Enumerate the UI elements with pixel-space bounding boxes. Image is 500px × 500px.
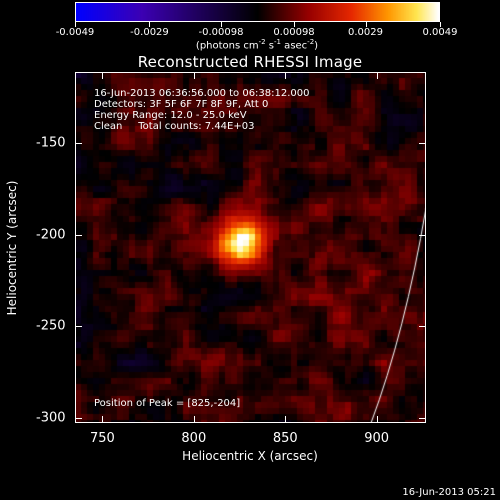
x-axis-tick — [102, 416, 104, 422]
peak-position-text: Position of Peak = [825,-204] — [94, 398, 241, 409]
y-tick-label: -300 — [36, 410, 66, 426]
x-tick-label: 800 — [181, 431, 207, 446]
colorbar-tick — [221, 22, 222, 27]
colorbar-tick-label: 0.0029 — [348, 27, 383, 38]
x-axis-tick — [102, 73, 104, 79]
rhessi-image — [75, 72, 426, 423]
x-tick-label: 850 — [272, 431, 298, 446]
colorbar-tick — [149, 22, 151, 27]
x-axis-tick — [193, 73, 195, 79]
y-axis-tick — [419, 234, 425, 236]
y-axis-tick — [419, 417, 425, 419]
y-tick-label: -200 — [36, 227, 66, 243]
colorbar-gradient — [76, 3, 439, 21]
energy-range-text: Energy Range: 12.0 - 25.0 keV — [94, 110, 247, 121]
colorbar-tick-label: 0.0049 — [422, 27, 458, 38]
x-axis-tick — [285, 73, 287, 79]
y-axis-tick — [76, 143, 82, 145]
colorbar-tick — [294, 22, 295, 27]
clean-counts-text: Clean Total counts: 7.44E+03 — [94, 121, 255, 132]
colorbar-tick — [365, 22, 367, 27]
colorbar-tick — [75, 22, 76, 27]
x-axis-tick — [376, 73, 378, 79]
x-axis-title: Heliocentric X (arcsec) — [182, 449, 318, 463]
x-axis-tick — [193, 416, 195, 422]
y-axis-title: Heliocentric Y (arcsec) — [5, 180, 19, 316]
colorbar — [75, 2, 440, 22]
image-title: Reconstructed RHESSI Image — [137, 53, 363, 71]
colorbar-tick-label: -0.0029 — [130, 27, 169, 38]
colorbar-tick-label: -0.0049 — [55, 27, 95, 38]
colorbar-tick-label: -0.00098 — [198, 27, 244, 38]
x-tick-label: 750 — [90, 431, 115, 446]
y-axis-tick — [76, 326, 82, 328]
detectors-text: Detectors: 3F 5F 6F 7F 8F 9F, Att 0 — [94, 99, 269, 110]
time-range-text: 16-Jun-2013 06:36:56.000 to 06:38:12.000 — [94, 88, 310, 99]
y-axis-tick — [76, 234, 82, 236]
y-tick-label: -250 — [36, 318, 66, 334]
y-axis-tick — [419, 326, 425, 328]
y-tick-label: -150 — [36, 135, 66, 151]
y-axis-tick — [76, 417, 82, 419]
timestamp: 16-Jun-2013 05:21 — [402, 487, 496, 498]
colorbar-units: (photons cm-2 s-1 asec-2) — [195, 38, 319, 52]
x-axis-tick — [285, 416, 287, 422]
colorbar-tick-label: 0.00098 — [273, 27, 315, 38]
y-axis-tick — [419, 143, 425, 145]
x-axis-tick — [376, 416, 378, 422]
x-tick-label: 900 — [364, 431, 390, 446]
colorbar-tick — [440, 22, 441, 27]
